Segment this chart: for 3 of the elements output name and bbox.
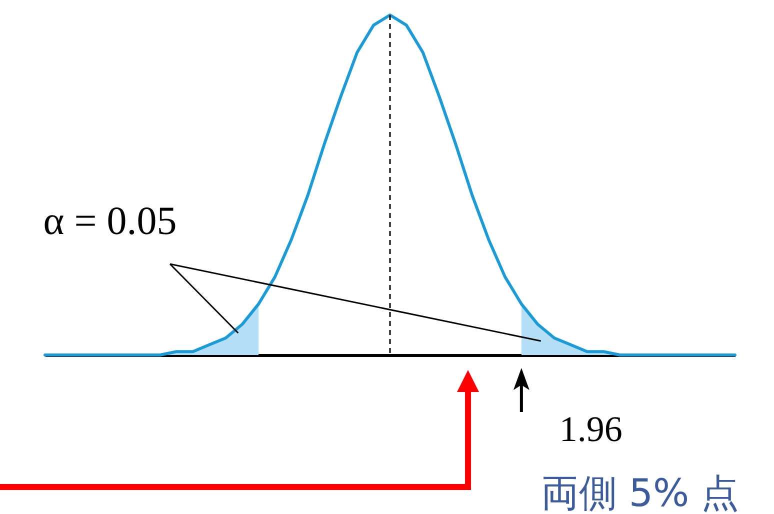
annotation: α = 0.05 (43, 198, 177, 243)
text: 両側 5% 点 (540, 471, 740, 514)
text: 1.96 (559, 409, 622, 449)
